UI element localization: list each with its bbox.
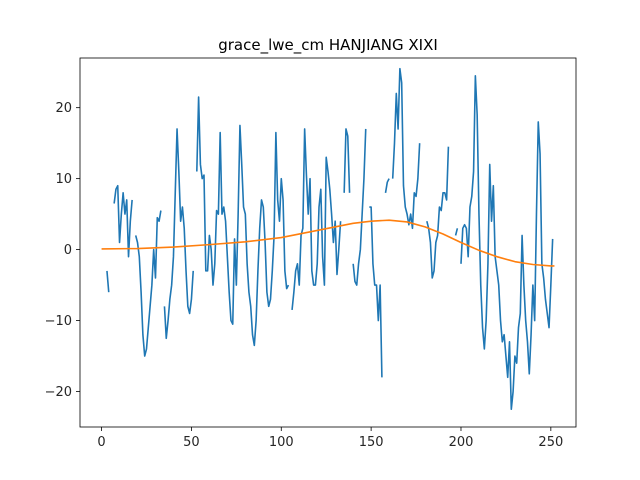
x-tick-label: 50 bbox=[183, 435, 200, 450]
series-0-segment bbox=[343, 128, 351, 193]
series-0-segment bbox=[460, 74, 554, 411]
y-tick-label: 10 bbox=[55, 172, 72, 187]
series-0-line bbox=[106, 67, 554, 411]
series-0-segment bbox=[163, 128, 195, 340]
series-0-segment bbox=[352, 128, 367, 286]
series-0-segment bbox=[196, 96, 290, 347]
chart-title: grace_lwe_cm HANJIANG XIXI bbox=[218, 36, 438, 55]
series-0-segment bbox=[113, 184, 133, 258]
plot-frame bbox=[79, 57, 577, 428]
x-tick-label: 150 bbox=[359, 435, 384, 450]
series-0-segment bbox=[391, 67, 421, 230]
series-0-segment bbox=[134, 210, 162, 357]
y-tick-label: −20 bbox=[45, 385, 72, 400]
x-axis: 0 50 100 150 200 250 bbox=[97, 427, 563, 450]
series-0-segment bbox=[454, 228, 459, 236]
series-0-segment bbox=[369, 206, 383, 378]
x-tick-label: 250 bbox=[538, 435, 563, 450]
x-tick-label: 200 bbox=[449, 435, 474, 450]
y-axis: −20 −10 0 10 20 bbox=[45, 101, 80, 400]
series-0-segment bbox=[291, 128, 342, 310]
y-tick-label: 0 bbox=[64, 243, 72, 258]
series-1-segment bbox=[101, 219, 555, 267]
x-tick-label: 0 bbox=[97, 435, 105, 450]
series-layer bbox=[101, 67, 555, 411]
series-1-line bbox=[101, 219, 555, 267]
y-tick-label: −10 bbox=[45, 314, 72, 329]
series-0-segment bbox=[384, 178, 390, 193]
y-tick-label: 20 bbox=[55, 101, 72, 116]
series-0-segment bbox=[426, 146, 450, 279]
x-tick-label: 100 bbox=[269, 435, 294, 450]
series-0-segment bbox=[106, 270, 110, 293]
